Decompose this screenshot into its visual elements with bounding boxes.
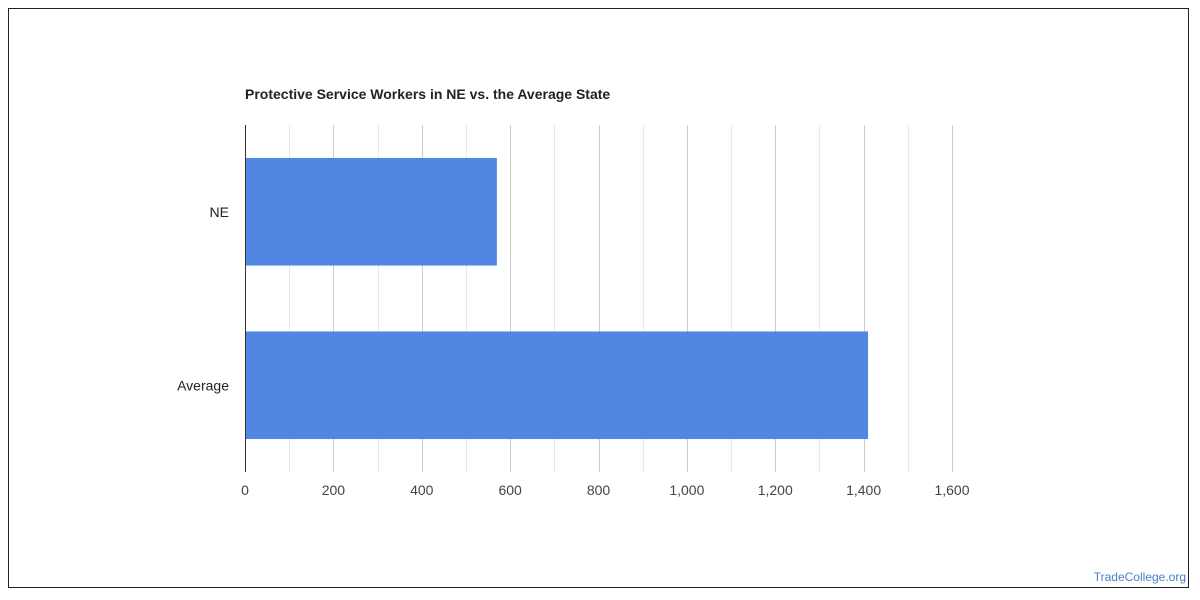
x-tick-label: 1,000 — [669, 482, 704, 498]
watermark-link[interactable]: TradeCollege.org — [1093, 570, 1186, 584]
x-tick-label: 800 — [587, 482, 611, 498]
bar-layer — [245, 157, 869, 440]
bar-average — [245, 331, 869, 440]
x-tick-label: 1,400 — [846, 482, 881, 498]
category-label-average: Average — [177, 377, 229, 393]
category-label-ne: NE — [210, 204, 229, 220]
bar-ne — [245, 157, 497, 266]
chart-frame — [8, 8, 1189, 588]
x-tick-label: 1,200 — [758, 482, 793, 498]
x-tick-label: 400 — [410, 482, 434, 498]
x-tick-label: 600 — [498, 482, 522, 498]
x-tick-label: 200 — [322, 482, 346, 498]
tick-label-layer: 0 200 400 600 800 1,000 1,200 1,400 1,600 — [241, 482, 970, 498]
category-label-layer: NE Average — [177, 204, 229, 394]
x-tick-label: 0 — [241, 482, 249, 498]
chart-title: Protective Service Workers in NE vs. the… — [245, 86, 610, 102]
x-tick-label: 1,600 — [934, 482, 969, 498]
